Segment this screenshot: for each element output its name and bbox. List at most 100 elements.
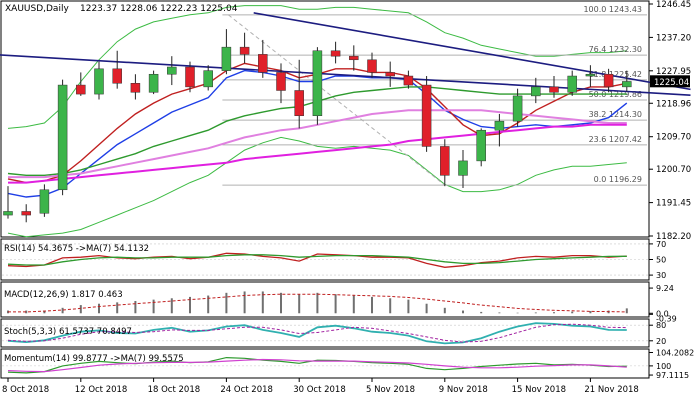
candle-bear [549,86,559,93]
momentum-line-mom-magenta [7,358,627,373]
candle-bull [57,84,68,191]
candle-bear [440,146,450,176]
stoch-line-stoch-k [7,322,627,345]
stoch-panel-frame [0,318,650,348]
rsi-axis-label-2: 30 [656,271,666,280]
price-axis-label-1: 1237.20 [656,33,691,43]
candle-bear [603,73,614,88]
fib-level-label-6: 0.0 1196.29 [594,175,642,184]
candle-bull [458,160,468,176]
fib-diagonal-line [228,14,446,186]
candle-bull [3,211,13,216]
candle-bull [531,86,541,97]
x-axis-label-1: 12 Oct 2018 [75,385,128,395]
macd-panel: 9.24 0.0-0.39 [7,284,677,323]
candle-bull [167,66,177,75]
candle-bear [349,55,359,61]
candle-bear [294,90,304,117]
stoch-line-stoch-d [7,323,627,343]
momentum-line-mom-green [7,356,627,374]
macd-axis-label-0: 9.24 [656,284,674,293]
price-axis-label-6: 1191.45 [656,199,691,209]
x-axis-label-4: 30 Oct 2018 [293,385,346,395]
rsi-axis-label-1: 50 [656,256,666,265]
candle-bull [221,46,232,71]
fib-level-label-1: 76.4 1232.30 [589,45,642,54]
current-price-label: 1225.04 [654,78,689,88]
price-axis-label-4: 1209.70 [656,133,691,143]
momentum-axis-label-0: 104.2082 [656,349,694,358]
stoch-title: Stoch(5,3,3) 61.5737 70.8497 [4,327,132,337]
candle-bear [403,75,414,86]
candle-bear [21,211,31,216]
stoch-panel: 80 20 [2,321,666,346]
candle-bear [367,59,377,73]
candle-bear [421,84,432,147]
candle-bull [476,129,486,162]
x-axis-label-6: 9 Nov 2018 [439,385,488,395]
macd-signal-line [8,293,627,313]
candle-bear [185,66,195,88]
candle-bull [512,95,523,122]
main-ohlc-text: 1223.37 1228.06 1222.23 1225.04 [80,4,238,14]
candle-bear [258,54,268,73]
candle-bull [312,50,323,117]
candle-bull [585,73,596,77]
x-axis-label-2: 18 Oct 2018 [148,385,201,395]
macd-title: MACD(12,26,9) 1.817 0.463 [4,290,123,300]
price-axis-label-2: 1227.95 [656,67,691,77]
candle-bull [203,70,213,88]
price-axis-label-3: 1218.96 [656,99,691,109]
rsi-panel: 70 50 30 [2,240,666,280]
momentum-axis-label-2: 97.1115 [656,371,689,380]
bollinger-lower-line [7,136,627,238]
price-axis-label-0: 1246.45 [656,0,691,10]
x-axis-label-3: 24 Oct 2018 [220,385,273,395]
candle-bear [112,68,122,84]
candle-bear [130,83,141,93]
momentum-title: Momentum(14) 99.8777 ->MA(7) 99.5575 [4,354,184,364]
price-axis-label-7: 1182.20 [656,232,691,242]
candle-bear [276,72,286,91]
rsi-line-osc-green [7,254,627,266]
stoch-axis-label-0: 80 [656,321,666,330]
moving-average-sma-pink [8,109,627,179]
macd-axis-label-2: -0.39 [656,314,677,323]
macd-panel-frame [0,281,650,318]
x-axis-label-0: 8 Oct 2018 [2,385,49,395]
main-price-panel: 1246.45 1237.20 1227.95 1218.96 1209.70 1200.… [0,0,691,242]
candle-bear [239,46,250,55]
candle-bull [567,75,577,93]
candle-bull [39,189,50,214]
candle-bear [385,72,395,77]
candle-bull [94,68,104,95]
macd-axis-label-1: 0.0 [656,309,669,318]
momentum-axis-label-1: 100 [656,362,671,371]
stoch-axis-label-1: 20 [656,337,666,346]
bollinger-upper-line [7,5,627,129]
candle-bull [494,120,505,131]
current-price-tag [650,75,690,88]
rsi-axis-label-0: 70 [656,240,666,249]
main-chart-title: XAUUSD,Daily [5,4,69,14]
x-axis-label-8: 21 Nov 2018 [584,385,638,395]
x-axis: 8 Oct 2018 12 Oct 2018 18 Oct 2018 24 Oct 2… [2,378,639,395]
price-axis-label-5: 1200.70 [656,165,691,175]
candle-bull [622,81,632,88]
candle-bear [330,50,341,57]
x-axis-label-5: 5 Nov 2018 [366,385,415,395]
candle-bull [148,73,159,93]
trendline-1 [253,12,691,91]
fib-level-label-5: 23.6 1207.42 [589,135,642,144]
rsi-title: RSI(14) 54.3675 ->MA(7) 54.1132 [4,244,149,254]
fib-level-label-0: 100.0 1243.43 [583,5,642,14]
fib-level-label-4: 38.2 1214.30 [589,110,642,119]
fib-level-label-2: 61.8 1225.42 [589,70,642,79]
momentum-panel-frame [0,348,650,379]
moving-average-sma-magenta [8,123,627,184]
main-panel-frame [0,0,650,238]
x-axis-label-7: 15 Nov 2018 [512,385,566,395]
